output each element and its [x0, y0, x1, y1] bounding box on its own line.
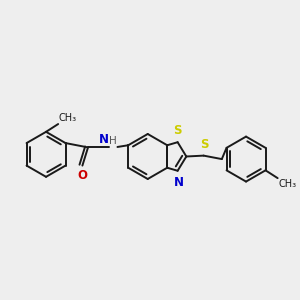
- Text: N: N: [173, 176, 184, 188]
- Text: O: O: [77, 169, 87, 182]
- Text: S: S: [200, 138, 208, 151]
- Text: S: S: [173, 124, 182, 137]
- Text: N: N: [99, 133, 109, 146]
- Text: CH₃: CH₃: [58, 113, 77, 123]
- Text: CH₃: CH₃: [278, 179, 296, 189]
- Text: H: H: [109, 136, 117, 146]
